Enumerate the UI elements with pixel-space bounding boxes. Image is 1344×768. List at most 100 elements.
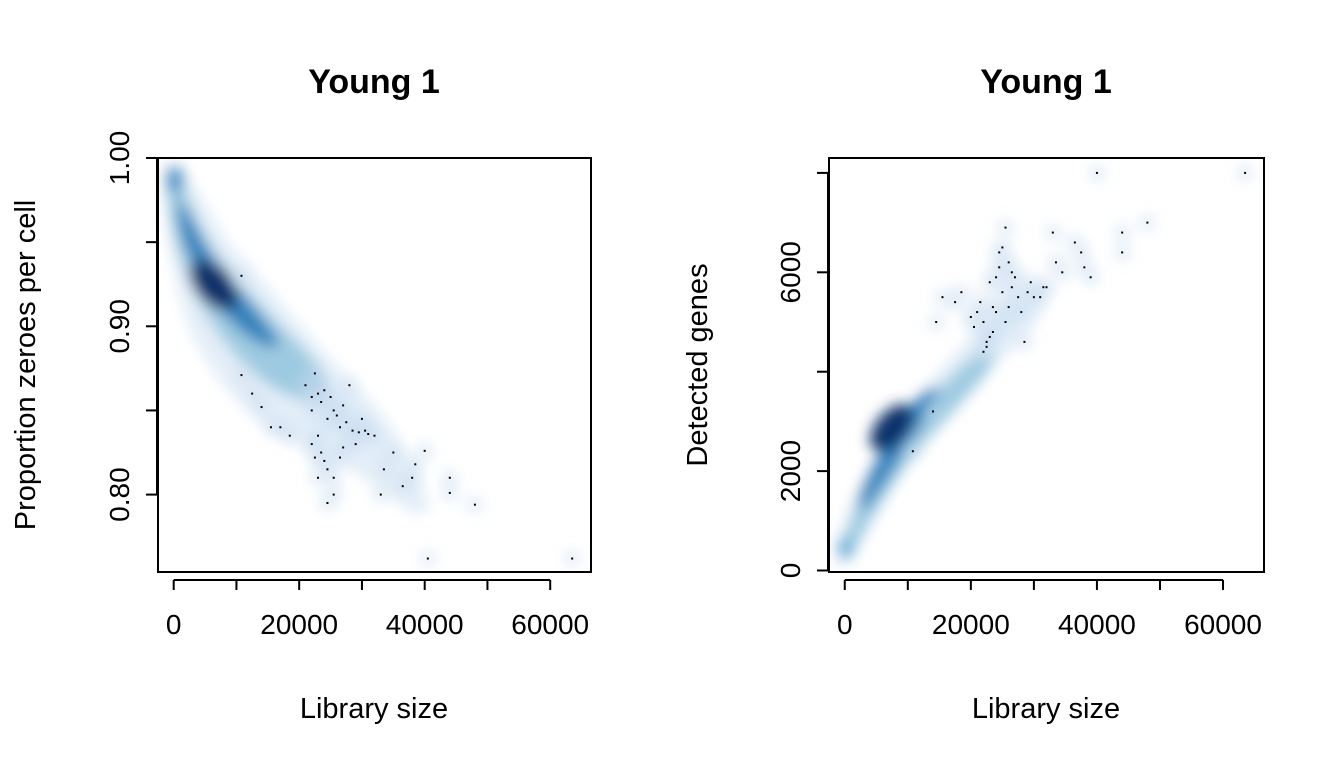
data-point — [373, 434, 376, 437]
data-point — [1121, 231, 1124, 234]
data-point — [941, 296, 944, 299]
data-point — [310, 443, 313, 446]
data-point — [304, 384, 307, 387]
data-point — [310, 395, 313, 398]
data-point — [414, 463, 417, 466]
x-tick-label: 60000 — [511, 609, 589, 640]
data-point — [1004, 321, 1007, 324]
data-point — [342, 446, 345, 449]
data-point — [991, 306, 994, 309]
data-point — [260, 406, 263, 409]
data-point — [392, 451, 395, 454]
density-outer-left — [163, 163, 430, 515]
data-point — [423, 449, 426, 452]
data-point — [1010, 271, 1013, 274]
data-point — [1073, 241, 1076, 244]
data-point — [1026, 291, 1029, 294]
x-tick-label: 0 — [837, 609, 853, 640]
data-point — [982, 350, 985, 353]
data-point — [985, 345, 988, 348]
x-axis-left: 0 20000 40000 60000 — [166, 579, 589, 640]
data-point — [326, 468, 329, 471]
data-point — [473, 503, 476, 506]
data-point — [357, 431, 360, 434]
data-point — [954, 301, 957, 304]
data-point — [1095, 171, 1098, 174]
x-tick-label: 20000 — [932, 609, 1010, 640]
x-tick-label: 20000 — [260, 609, 338, 640]
y-axis-label-right: Detected genes — [682, 263, 714, 466]
data-point — [911, 450, 914, 453]
data-point — [1017, 296, 1020, 299]
data-point — [348, 384, 351, 387]
y-tick-label: 0.80 — [104, 467, 135, 521]
data-point — [279, 426, 282, 429]
density-peak-left — [189, 259, 239, 311]
data-point — [1045, 286, 1048, 289]
data-point — [1083, 266, 1086, 269]
data-point — [988, 335, 991, 338]
data-point — [1039, 296, 1042, 299]
data-point — [1029, 281, 1032, 284]
data-point — [326, 417, 329, 420]
data-point — [1007, 261, 1010, 264]
data-point — [323, 389, 326, 392]
data-point — [310, 409, 313, 412]
data-point — [982, 321, 985, 324]
data-point — [426, 557, 429, 560]
data-point — [1004, 226, 1007, 229]
density-outer-right — [837, 296, 1045, 565]
x-tick-label: 0 — [166, 609, 182, 640]
data-point — [329, 395, 332, 398]
y-axis-right: 0 2000 6000 — [775, 171, 829, 579]
data-point — [360, 417, 363, 420]
x-axis-label-right: Library size — [972, 693, 1120, 725]
data-point — [313, 456, 316, 459]
data-point — [998, 266, 1001, 269]
data-point — [1042, 286, 1045, 289]
data-point — [288, 434, 291, 437]
data-point — [323, 459, 326, 462]
chart-title-right: Young 1 — [980, 63, 1112, 101]
density-peak-right — [870, 404, 914, 452]
y-tick-label: 1.00 — [104, 131, 135, 186]
density-mid-left — [167, 171, 327, 400]
y-axis-label-left: Proportion zeroes per cell — [10, 200, 42, 530]
y-tick-label: 6000 — [775, 241, 806, 303]
data-point — [998, 251, 1001, 254]
data-point — [991, 330, 994, 333]
data-point — [332, 476, 335, 479]
data-point — [1013, 276, 1016, 279]
points-left — [240, 274, 574, 560]
chart-title-left: Young 1 — [308, 63, 440, 101]
y-tick-label: 2000 — [775, 440, 806, 502]
density-cloud-right — [837, 164, 1254, 565]
data-point — [317, 392, 320, 395]
data-point — [1032, 296, 1035, 299]
y-tick-label: 0 — [775, 563, 806, 579]
chart-left: 0 20000 40000 60000 0.80 0.90 1.00 Young 1 Li… — [10, 63, 592, 725]
data-point — [995, 276, 998, 279]
data-point — [969, 316, 972, 319]
data-point — [973, 325, 975, 328]
data-point — [354, 443, 357, 446]
data-point — [1010, 286, 1013, 289]
data-point — [988, 281, 991, 284]
data-point — [379, 493, 382, 496]
data-point — [332, 493, 335, 496]
data-point — [411, 476, 414, 479]
data-point — [364, 429, 367, 432]
density-cloud-left — [163, 163, 581, 567]
data-point — [269, 426, 272, 429]
data-point — [571, 557, 574, 560]
data-point — [367, 433, 370, 435]
data-point — [448, 476, 451, 479]
data-point — [351, 429, 354, 432]
density-top-left — [166, 166, 184, 194]
data-point — [317, 434, 320, 437]
data-point — [401, 485, 404, 488]
data-point — [995, 311, 998, 314]
y-tick-label: 0.90 — [104, 299, 135, 354]
data-point — [1054, 261, 1057, 264]
